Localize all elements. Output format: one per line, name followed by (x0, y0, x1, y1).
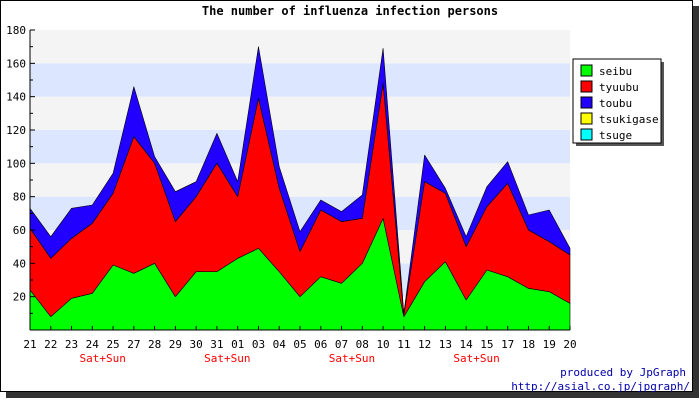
x-tick-label: 27 (127, 338, 140, 351)
footer-url[interactable]: http://asial.co.jp/jpgraph/ (511, 380, 690, 393)
y-tick-label: 100 (6, 157, 26, 170)
x-tick-label: 13 (439, 338, 452, 351)
x-tick-label: 25 (106, 338, 119, 351)
x-tick-label: 07 (335, 338, 348, 351)
chart-title: The number of influenza infection person… (202, 4, 498, 18)
x-tick-label: 15 (480, 338, 493, 351)
x-tick-label: 30 (190, 338, 203, 351)
weekend-label: Sat+Sun (329, 352, 375, 365)
footer-credit: produced by JpGraph (560, 366, 686, 379)
y-tick-label: 180 (6, 24, 26, 37)
x-tick-label: 18 (522, 338, 535, 351)
x-tick-label: 28 (148, 338, 161, 351)
y-tick-label: 60 (13, 224, 26, 237)
x-tick-label: 14 (460, 338, 474, 351)
legend-swatch-tyuubu (580, 80, 593, 93)
y-tick-label: 20 (13, 291, 26, 304)
frame-shadow-right (693, 6, 699, 398)
x-tick-label: 23 (65, 338, 78, 351)
x-tick-label: 21 (23, 338, 36, 351)
legend-label-toubu: toubu (599, 97, 632, 110)
legend: seibu tyuubu toubu tsukigase tsuge (572, 58, 664, 146)
weekend-label: Sat+Sun (204, 352, 250, 365)
legend-label-tsukigase: tsukigase (599, 113, 659, 126)
legend-swatch-seibu (580, 64, 593, 77)
x-tick-label: 11 (397, 338, 410, 351)
plot-band (30, 30, 570, 64)
plot-band (30, 96, 570, 130)
x-tick-label: 04 (273, 338, 287, 351)
weekend-label: Sat+Sun (80, 352, 126, 365)
weekend-label: Sat+Sun (453, 352, 499, 365)
area-toubu (29, 46, 571, 316)
legend-swatch-toubu (580, 96, 593, 109)
x-tick-label: 01 (231, 338, 244, 351)
y-tick-label: 40 (13, 257, 26, 270)
legend-swatch-tsuge (580, 128, 593, 141)
x-tick-label: 29 (169, 338, 182, 351)
x-tick-label: 08 (356, 338, 369, 351)
plot-band (30, 63, 570, 97)
x-tick-label: 03 (252, 338, 265, 351)
x-tick-label: 20 (563, 338, 576, 351)
y-tick-label: 160 (6, 57, 26, 70)
x-tick-label: 12 (418, 338, 431, 351)
y-tick-label: 120 (6, 124, 26, 137)
y-tick-label: 80 (13, 191, 26, 204)
legend-label-seibu: seibu (599, 65, 632, 78)
legend-label-tsuge: tsuge (599, 129, 632, 142)
x-tick-label: 24 (86, 338, 100, 351)
legend-label-tyuubu: tyuubu (599, 81, 639, 94)
x-tick-label: 10 (376, 338, 389, 351)
x-tick-label: 05 (293, 338, 306, 351)
x-tick-label: 22 (44, 338, 57, 351)
x-tick-label: 17 (501, 338, 514, 351)
plot-band (30, 130, 570, 164)
y-tick-label: 140 (6, 91, 26, 104)
x-tick-label: 06 (314, 338, 327, 351)
legend-swatch-tsukigase (580, 112, 593, 125)
x-tick-label: 31 (210, 338, 223, 351)
x-tick-label: 19 (543, 338, 556, 351)
frame-shadow-bottom (6, 392, 699, 398)
